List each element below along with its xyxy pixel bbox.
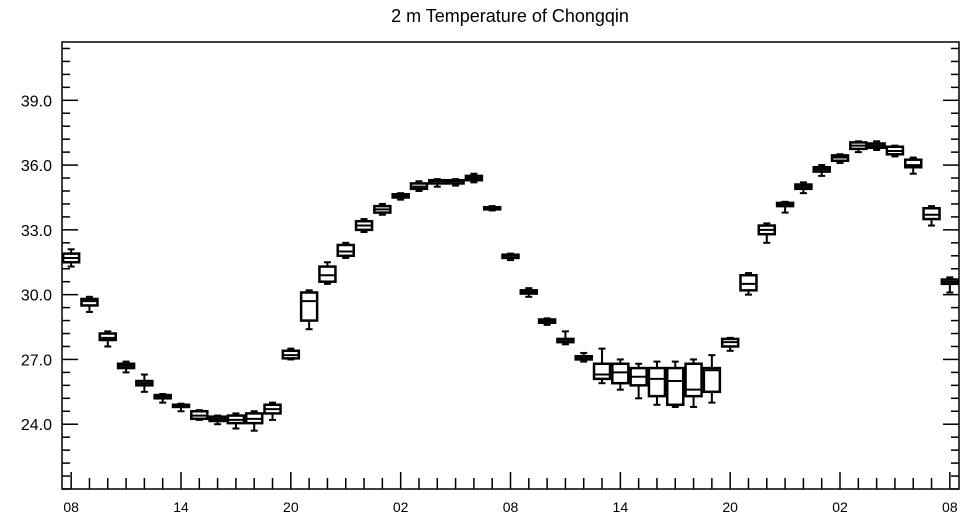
box-plot [867, 140, 886, 151]
box-plot [885, 144, 905, 158]
box-plot [190, 409, 209, 421]
x-tick-label: 14 [613, 499, 629, 515]
box-plot [537, 317, 557, 326]
box-plot [940, 276, 960, 294]
box-body [318, 265, 337, 283]
box-plot [263, 401, 282, 421]
box-plot [611, 358, 630, 391]
x-tick-label: 20 [283, 499, 299, 515]
box-body [98, 332, 118, 342]
y-tick-label: 39.0 [21, 93, 52, 110]
x-tick-label: 08 [942, 499, 958, 515]
box-plot [757, 222, 777, 244]
box-plot [849, 140, 868, 154]
box-plot [153, 392, 172, 404]
box-plot [135, 373, 154, 393]
box-plot [446, 178, 465, 187]
x-tick-label: 14 [173, 499, 189, 515]
box-plot [226, 412, 246, 430]
box-plot [629, 362, 648, 400]
box-plot [98, 330, 118, 348]
box-plot [903, 156, 923, 175]
box-body [903, 158, 923, 169]
x-tick-label: 08 [63, 499, 79, 515]
x-tick-label: 20 [722, 499, 738, 515]
box-body [739, 273, 758, 292]
box-plot [171, 402, 191, 413]
box-plot [775, 200, 795, 214]
box-plot [922, 205, 941, 227]
box-plot [720, 336, 740, 352]
box-plot [482, 205, 502, 212]
box-plot [318, 261, 337, 285]
x-tick-label: 08 [503, 499, 519, 515]
box-plot [519, 287, 539, 298]
box-plot [574, 351, 593, 363]
box-body [922, 207, 941, 221]
box-body [647, 366, 667, 398]
box-plot [702, 354, 722, 404]
y-tick-label: 30.0 [21, 288, 52, 305]
box-plot [244, 410, 264, 432]
box-body [666, 366, 685, 407]
box-plot [647, 360, 667, 406]
box-body [684, 362, 703, 398]
box-plot [391, 192, 410, 201]
y-tick-label: 36.0 [21, 158, 52, 175]
box-plot [116, 360, 136, 374]
box-plot [794, 181, 813, 195]
box-plot [80, 295, 99, 313]
box-series [61, 140, 960, 432]
box-plot [501, 252, 520, 262]
box-body [702, 366, 722, 394]
box-plot [666, 360, 685, 408]
box-plot [281, 347, 301, 361]
box-body [80, 297, 99, 307]
box-plot [336, 241, 355, 259]
box-plot [61, 248, 81, 268]
box-plot [464, 172, 484, 184]
box-plot [684, 358, 703, 408]
y-tick-label: 24.0 [21, 417, 52, 434]
box-plot [830, 153, 850, 164]
box-body [611, 362, 630, 385]
box-plot [592, 347, 612, 385]
box-plot [373, 202, 392, 216]
box-body [592, 362, 612, 381]
x-tick-label: 02 [393, 499, 409, 515]
box-body [299, 291, 319, 322]
box-plot [409, 180, 429, 192]
box-body [336, 243, 355, 258]
box-plot [299, 289, 319, 331]
axis-ticks: 24.0 27.0 30.0 33.0 36.0 39.0 08 14 20 02 08 14 20 02… [21, 47, 959, 515]
chart-title: 2 m Temperature of Chongqin [391, 6, 629, 26]
box-plot [354, 218, 374, 234]
x-tick-label: 02 [832, 499, 848, 515]
box-plot [739, 272, 758, 296]
y-tick-label: 33.0 [21, 223, 52, 240]
box-plot [556, 330, 575, 346]
box-plot [208, 414, 227, 426]
y-tick-label: 27.0 [21, 352, 52, 369]
box-plot [812, 164, 831, 177]
box-plot [428, 178, 447, 188]
plot-frame [61, 41, 960, 490]
